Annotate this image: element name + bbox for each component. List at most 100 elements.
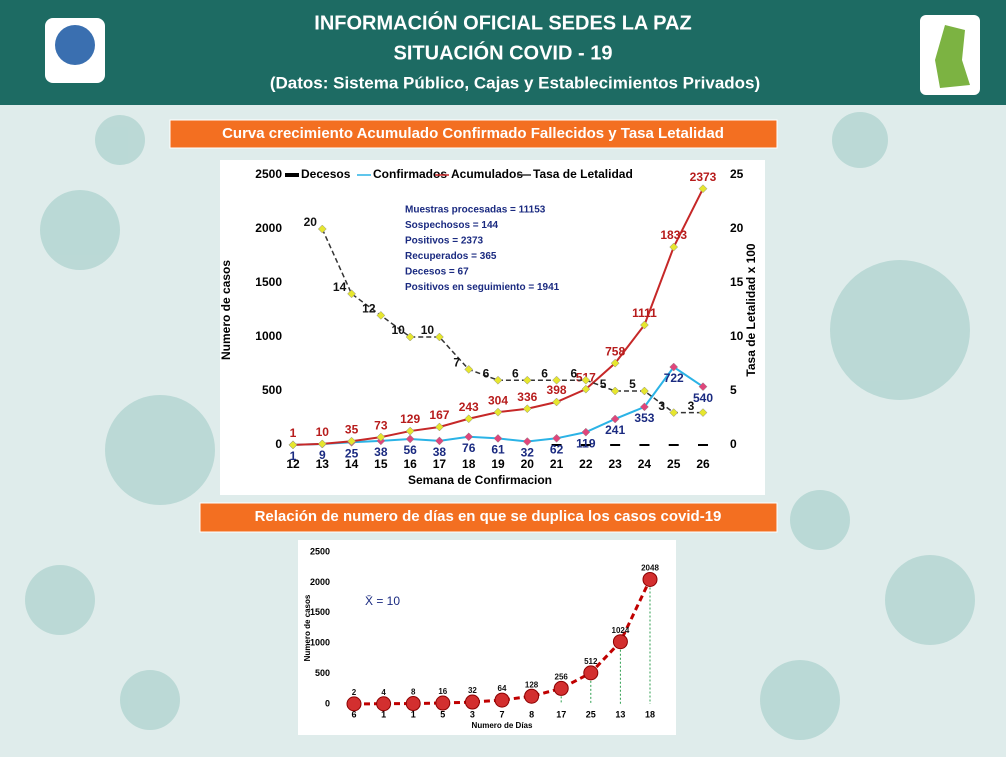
marker (493, 434, 503, 443)
x-tick-label: 18 (462, 457, 476, 471)
marker (317, 224, 327, 234)
x-tick-label: 17 (556, 709, 566, 719)
annotation: Positivos en seguimiento = 1941 (405, 282, 560, 293)
x-tick-label: 23 (608, 457, 622, 471)
y-axis-label: Numero de casos (219, 260, 233, 360)
marker (610, 386, 620, 396)
data-label: 119 (576, 436, 596, 450)
y2-axis-label: Tasa de Letalidad x 100 (744, 243, 758, 376)
marker (493, 375, 503, 385)
logo-map (935, 25, 970, 88)
y2-tick-label: 0 (730, 437, 737, 451)
data-label: 5 (600, 377, 607, 391)
data-label: 12 (362, 302, 376, 316)
x-tick-label: 20 (521, 457, 535, 471)
marker (347, 289, 356, 299)
data-label: 10 (391, 323, 405, 337)
data-label: 61 (491, 443, 505, 457)
data-label: 336 (517, 390, 537, 404)
marker (522, 375, 532, 385)
data-label: 6 (571, 366, 578, 380)
x-tick-label: 7 (499, 709, 504, 719)
x-tick-label: 1 (411, 709, 416, 719)
marker (698, 382, 708, 392)
legend-label: Tasa de Letalidad (533, 167, 633, 181)
data-label: 256 (555, 673, 569, 682)
data-label: 167 (429, 408, 449, 422)
x-axis-label: Semana de Confirmacion (408, 473, 552, 487)
legend-label: Confirmados (373, 167, 447, 181)
x-tick-label: 1 (381, 709, 386, 719)
x-tick-label: 21 (550, 457, 564, 471)
data-label: 3 (688, 399, 695, 413)
marker (552, 397, 561, 407)
x-tick-label: 17 (433, 457, 447, 471)
marker (288, 440, 298, 450)
data-label: 4 (381, 688, 386, 697)
data-label: 64 (498, 684, 507, 693)
data-label: 398 (547, 383, 567, 397)
marker (435, 695, 451, 711)
y2-tick-label: 5 (730, 383, 737, 397)
data-label: 540 (693, 391, 713, 405)
header-bar (0, 0, 1006, 105)
x-tick-label: 15 (374, 457, 388, 471)
marker (435, 332, 444, 342)
data-label: 1111 (632, 306, 657, 320)
data-label: 9 (319, 448, 326, 462)
y-tick-label: 2000 (255, 221, 282, 235)
x-tick-label: 14 (345, 457, 359, 471)
x-tick-label: 12 (286, 457, 300, 471)
y-tick-label: 2500 (310, 546, 330, 556)
data-label: 32 (468, 686, 477, 695)
marker (553, 680, 569, 696)
data-label: 76 (462, 441, 476, 455)
marker (610, 358, 620, 368)
marker (581, 375, 591, 385)
marker (522, 437, 532, 446)
marker (376, 432, 386, 442)
marker (669, 408, 679, 417)
annotation: Positivos = 2373 (405, 236, 484, 247)
annotation: Muestras procesadas = 11153 (405, 205, 546, 216)
marker (581, 427, 591, 437)
data-label: 129 (400, 412, 420, 426)
data-label: 1 (290, 426, 297, 440)
y2-tick-label: 10 (730, 329, 744, 343)
data-label: 73 (374, 418, 388, 432)
annotation: Sospechosos = 144 (405, 220, 499, 231)
marker (581, 384, 591, 394)
banner (199, 502, 778, 533)
marker (435, 422, 444, 432)
data-label: 62 (550, 442, 564, 456)
data-label: 758 (605, 344, 625, 358)
data-label: 3 (658, 399, 665, 413)
y2-tick-label: 15 (730, 275, 744, 289)
x-tick-label: 8 (529, 709, 534, 719)
chart-title: Curva crecimiento Acumulado Confirmado F… (222, 125, 724, 142)
marker (552, 375, 561, 385)
x-tick-label: 24 (638, 457, 652, 471)
header-source: (Datos: Sistema Público, Cajas y Estable… (270, 73, 760, 92)
x-tick-label: 22 (579, 457, 593, 471)
data-label: 304 (488, 393, 508, 407)
y-tick-label: 1500 (255, 275, 282, 289)
data-label: 1 (290, 449, 297, 463)
marker (640, 402, 649, 412)
annotation: Decesos = 67 (405, 267, 469, 278)
data-label: 38 (374, 445, 388, 459)
marker (583, 665, 599, 681)
series-line (321, 228, 703, 414)
data-label: 6 (483, 366, 490, 380)
chart-title: Relación de numero de días en que se dup… (255, 508, 722, 525)
marker (698, 408, 708, 417)
logo-emblem (55, 25, 95, 65)
marker (347, 436, 356, 446)
marker (494, 692, 510, 708)
y-tick-label: 500 (315, 668, 330, 678)
data-label: 2 (352, 688, 357, 697)
data-label: 10 (316, 425, 330, 439)
x-tick-label: 13 (316, 457, 330, 471)
data-label: 5 (629, 377, 636, 391)
